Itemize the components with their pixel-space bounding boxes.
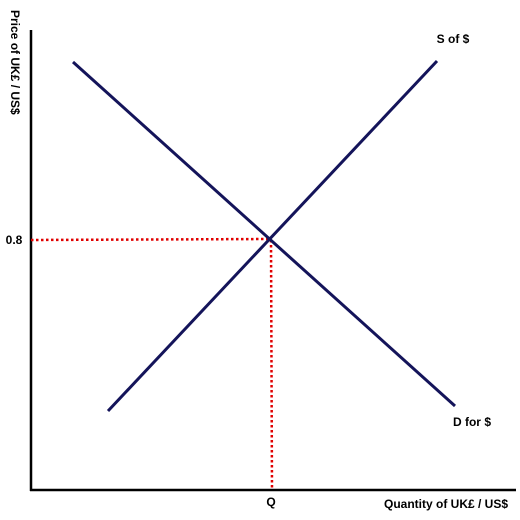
price-label: 0.8 <box>6 233 23 247</box>
supply-label: S of $ <box>437 32 470 46</box>
demand-label: D for $ <box>453 415 491 429</box>
x-axis-label: Quantity of UK£ / US$ <box>384 497 508 511</box>
supply-curve <box>106 59 439 413</box>
quantity-guide <box>269 239 274 491</box>
y-axis-label: Price of UK£ / US$ <box>8 10 22 115</box>
demand-curve <box>71 60 457 408</box>
quantity-label: Q <box>266 495 275 509</box>
